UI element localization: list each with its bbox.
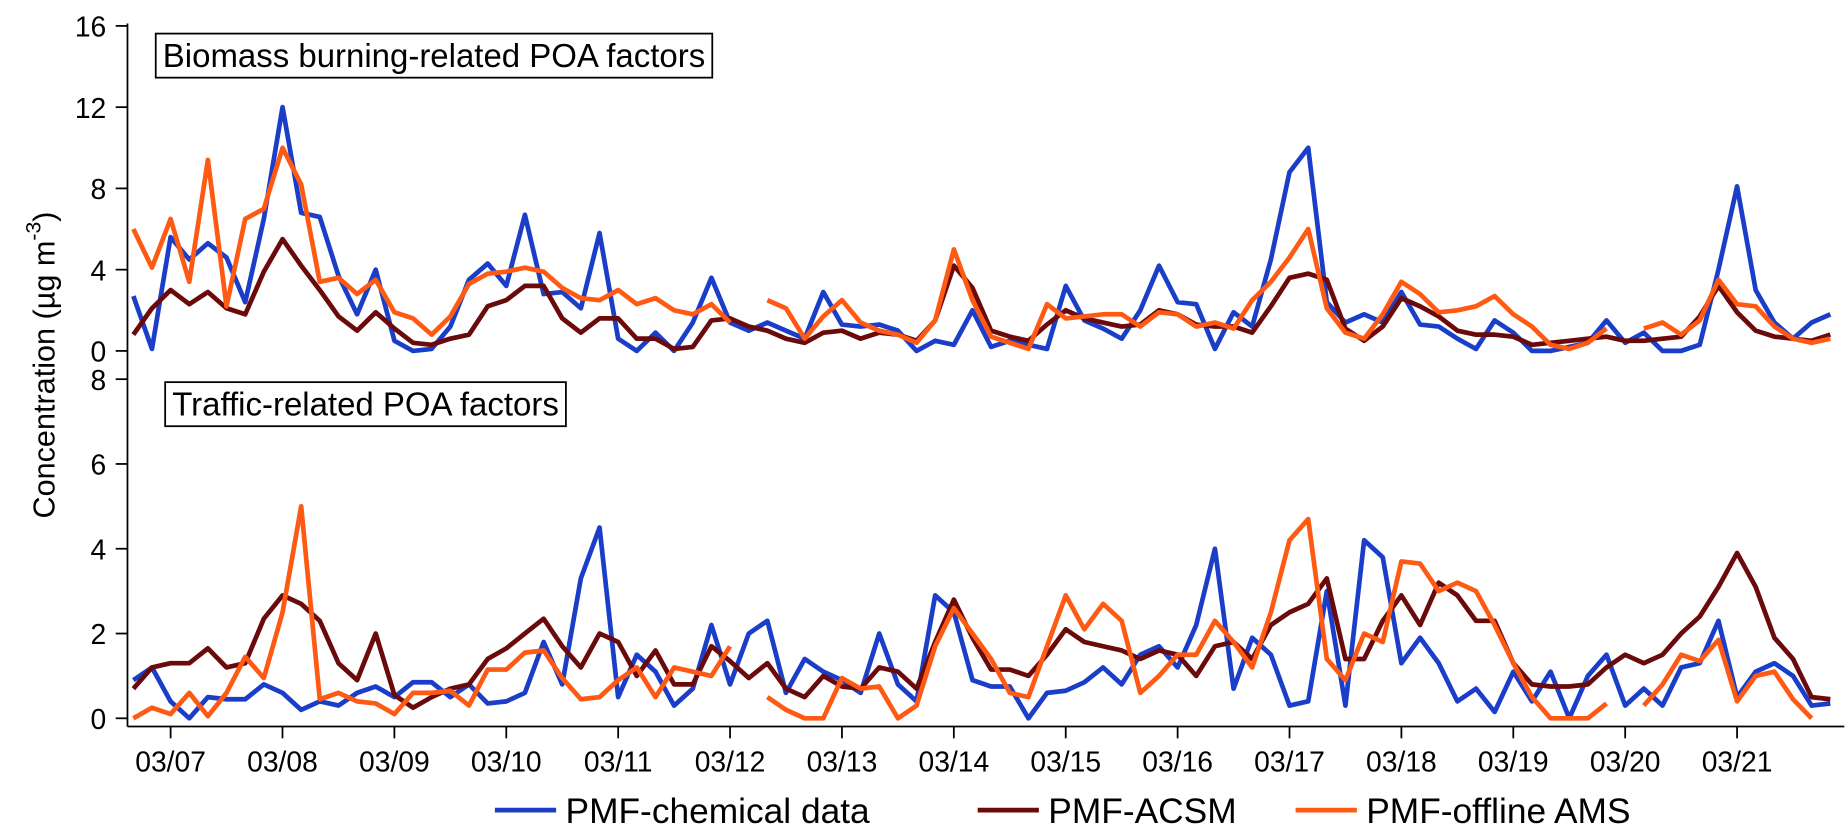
x-tick-label: 03/12: [695, 745, 766, 777]
y-tick-label: 16: [75, 11, 106, 43]
panel-title-box: [154, 32, 714, 79]
panel-title: Biomass burning-related POA factors: [163, 37, 705, 74]
panel-title-box: [164, 381, 567, 428]
y-label-main: Concentration (µg m: [27, 241, 61, 519]
legend-label: PMF-offline AMS: [1366, 792, 1630, 829]
x-tick-label: 03/11: [584, 745, 653, 777]
y-tick-label: 8: [91, 364, 107, 396]
y-tick-label: 8: [91, 173, 107, 205]
y-label-sup: -3: [22, 222, 45, 241]
x-tick-label: 03/09: [359, 745, 430, 777]
x-tick-label: 03/14: [918, 745, 989, 777]
series-line: [132, 525, 1831, 721]
x-tick-label: 03/21: [1702, 745, 1773, 777]
y-label-end: ): [27, 212, 61, 222]
y-tick-label: 0: [91, 703, 107, 735]
x-tick-label: 03/08: [247, 745, 318, 777]
x-tick-label: 03/16: [1142, 745, 1213, 777]
x-tick-label: 03/15: [1030, 745, 1101, 777]
y-tick-label: 4: [91, 254, 107, 286]
x-tick-label: 03/07: [135, 745, 206, 777]
x-tick-label: 03/20: [1590, 745, 1661, 777]
legend-label: PMF-ACSM: [1048, 792, 1236, 829]
y-tick-label: 0: [91, 336, 107, 368]
series-line: [131, 550, 1831, 711]
x-tick-label: 03/13: [807, 745, 878, 777]
series-line: [131, 145, 1831, 352]
panel-title: Traffic-related POA factors: [172, 386, 559, 423]
y-axis-label: Concentration (µg m-3): [22, 212, 61, 519]
y-tick-label: 4: [91, 533, 107, 565]
legend-label: PMF-chemical data: [566, 792, 871, 829]
y-tick-label: 12: [75, 92, 106, 124]
x-tick-label: 03/10: [471, 745, 542, 777]
y-tick-label: 2: [91, 618, 107, 650]
series-line: [131, 104, 1832, 354]
series-line: [132, 503, 1814, 721]
y-tick-label: 6: [91, 449, 107, 481]
x-tick-label: 03/17: [1254, 745, 1325, 777]
x-tick-label: 03/18: [1366, 745, 1437, 777]
x-tick-label: 03/19: [1478, 745, 1549, 777]
